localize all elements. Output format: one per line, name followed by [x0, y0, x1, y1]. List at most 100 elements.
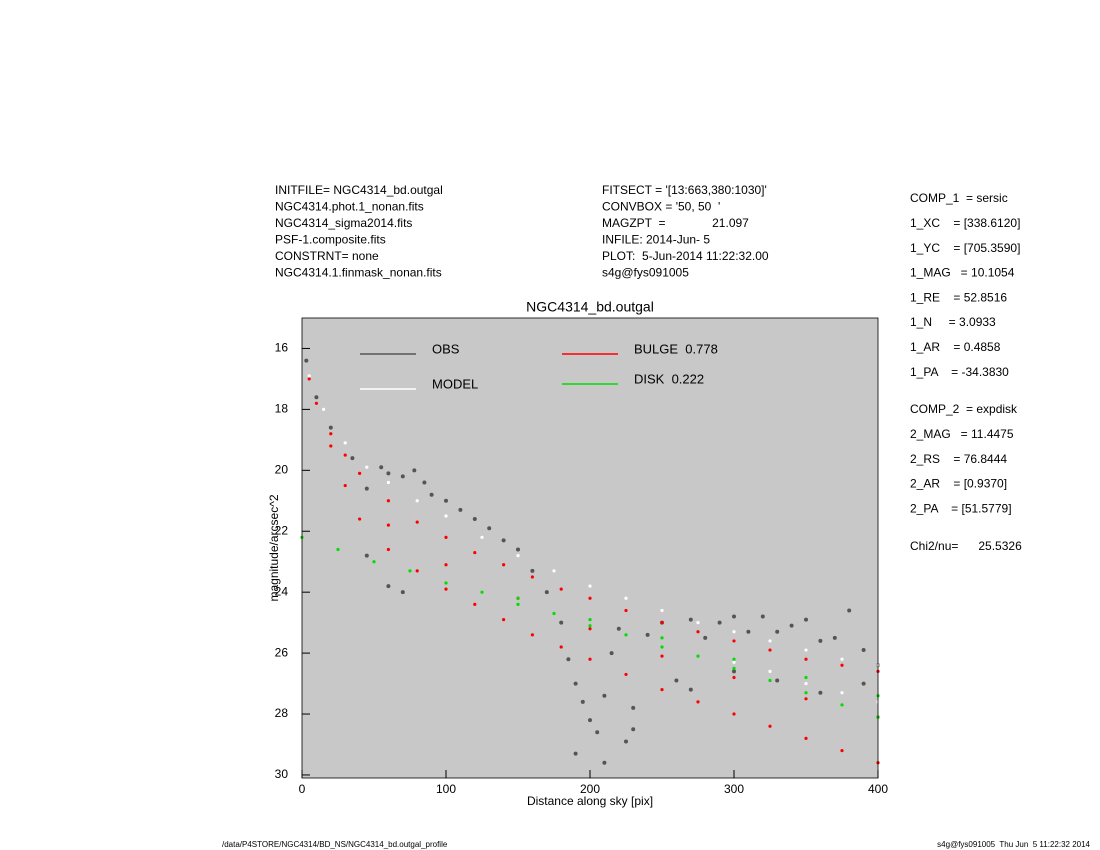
- point: [660, 688, 664, 692]
- point: [804, 648, 808, 652]
- param-line: 2_AR = [0.9370]: [910, 477, 1007, 491]
- point: [343, 483, 347, 488]
- point: [304, 358, 309, 363]
- header-line: CONSTRNT= none: [275, 249, 379, 263]
- point: [624, 596, 628, 600]
- point: [573, 751, 578, 756]
- point: [602, 760, 607, 765]
- point: [861, 681, 866, 686]
- point: [616, 626, 621, 631]
- point: [530, 568, 535, 573]
- point: [631, 705, 636, 710]
- point: [307, 374, 311, 378]
- point: [386, 523, 390, 527]
- chart-title: NGC4314_bd.outgal: [526, 299, 654, 315]
- point: [516, 554, 520, 558]
- header-line: NGC4314_sigma2014.fits: [275, 216, 412, 230]
- point: [588, 596, 592, 600]
- point: [307, 377, 311, 381]
- param-line: 2_MAG = 11.4475: [910, 427, 1014, 441]
- point: [804, 617, 808, 622]
- y-axis-label: magnitude/arcsec^2: [267, 494, 281, 601]
- point: [609, 651, 614, 656]
- point: [412, 468, 417, 473]
- point: [732, 666, 736, 670]
- point: [472, 517, 477, 522]
- footer-path: /data/P4STORE/NGC4314/BD_NS/NGC4314_bd.o…: [222, 840, 448, 849]
- point: [386, 480, 390, 485]
- point: [322, 407, 326, 411]
- point: [775, 678, 780, 683]
- point: [804, 697, 808, 701]
- point: [588, 617, 592, 622]
- point: [516, 547, 520, 552]
- point: [487, 526, 492, 531]
- point: [386, 584, 391, 589]
- param-line: 1_AR = 0.4858: [910, 340, 1001, 354]
- point: [840, 691, 844, 695]
- point: [530, 633, 535, 637]
- point: [645, 632, 650, 637]
- point: [775, 629, 780, 634]
- point: [696, 654, 700, 658]
- point: [595, 730, 600, 735]
- point: [516, 602, 520, 606]
- point: [566, 657, 571, 662]
- point: [364, 486, 369, 491]
- point: [804, 657, 808, 661]
- point: [696, 700, 700, 704]
- point: [350, 456, 355, 461]
- point: [861, 648, 866, 653]
- point: [386, 499, 390, 503]
- point: [804, 736, 808, 740]
- point: [400, 474, 405, 479]
- x-tick-label: 400: [868, 782, 888, 796]
- point: [372, 560, 376, 564]
- point: [502, 563, 506, 567]
- point: [480, 590, 484, 594]
- point: [760, 614, 765, 619]
- y-tick-label: 26: [275, 645, 289, 659]
- param-line: 1_YC = [705.3590]: [910, 241, 1020, 255]
- point: [732, 675, 736, 680]
- point: [732, 660, 736, 664]
- point: [422, 480, 427, 485]
- point: [544, 590, 549, 595]
- point: [444, 535, 448, 539]
- point: [660, 645, 664, 649]
- y-tick-label: 22: [275, 523, 289, 537]
- header-line: MAGZPT = 21.097: [602, 216, 749, 230]
- point: [660, 621, 664, 625]
- point: [400, 590, 405, 595]
- y-tick-label: 18: [275, 402, 289, 416]
- point: [768, 724, 772, 728]
- point: [746, 629, 751, 634]
- point: [473, 602, 477, 606]
- point: [480, 535, 484, 539]
- point: [832, 635, 837, 640]
- point: [588, 657, 592, 661]
- point: [732, 614, 736, 619]
- point: [329, 432, 333, 436]
- point: [660, 654, 664, 658]
- point: [415, 520, 419, 524]
- point: [314, 395, 319, 400]
- point: [696, 621, 700, 625]
- param-line: 2_PA = [51.5779]: [910, 501, 1012, 515]
- point: [696, 630, 700, 634]
- point: [818, 690, 823, 695]
- point: [379, 465, 384, 470]
- header-line: PSF-1.composite.fits: [275, 233, 386, 247]
- point: [840, 657, 844, 661]
- point: [415, 569, 419, 573]
- header-line: FITSECT = '[13:663,380:1030]': [602, 183, 767, 197]
- point: [732, 630, 736, 634]
- point: [415, 499, 419, 503]
- param-line: 1_MAG = 10.1054: [910, 266, 1015, 280]
- header-line: INITFILE= NGC4314_bd.outgal: [275, 183, 443, 197]
- point: [804, 681, 808, 686]
- legend-label: OBS: [432, 341, 460, 356]
- point: [588, 584, 592, 588]
- y-tick-label: 30: [275, 767, 289, 781]
